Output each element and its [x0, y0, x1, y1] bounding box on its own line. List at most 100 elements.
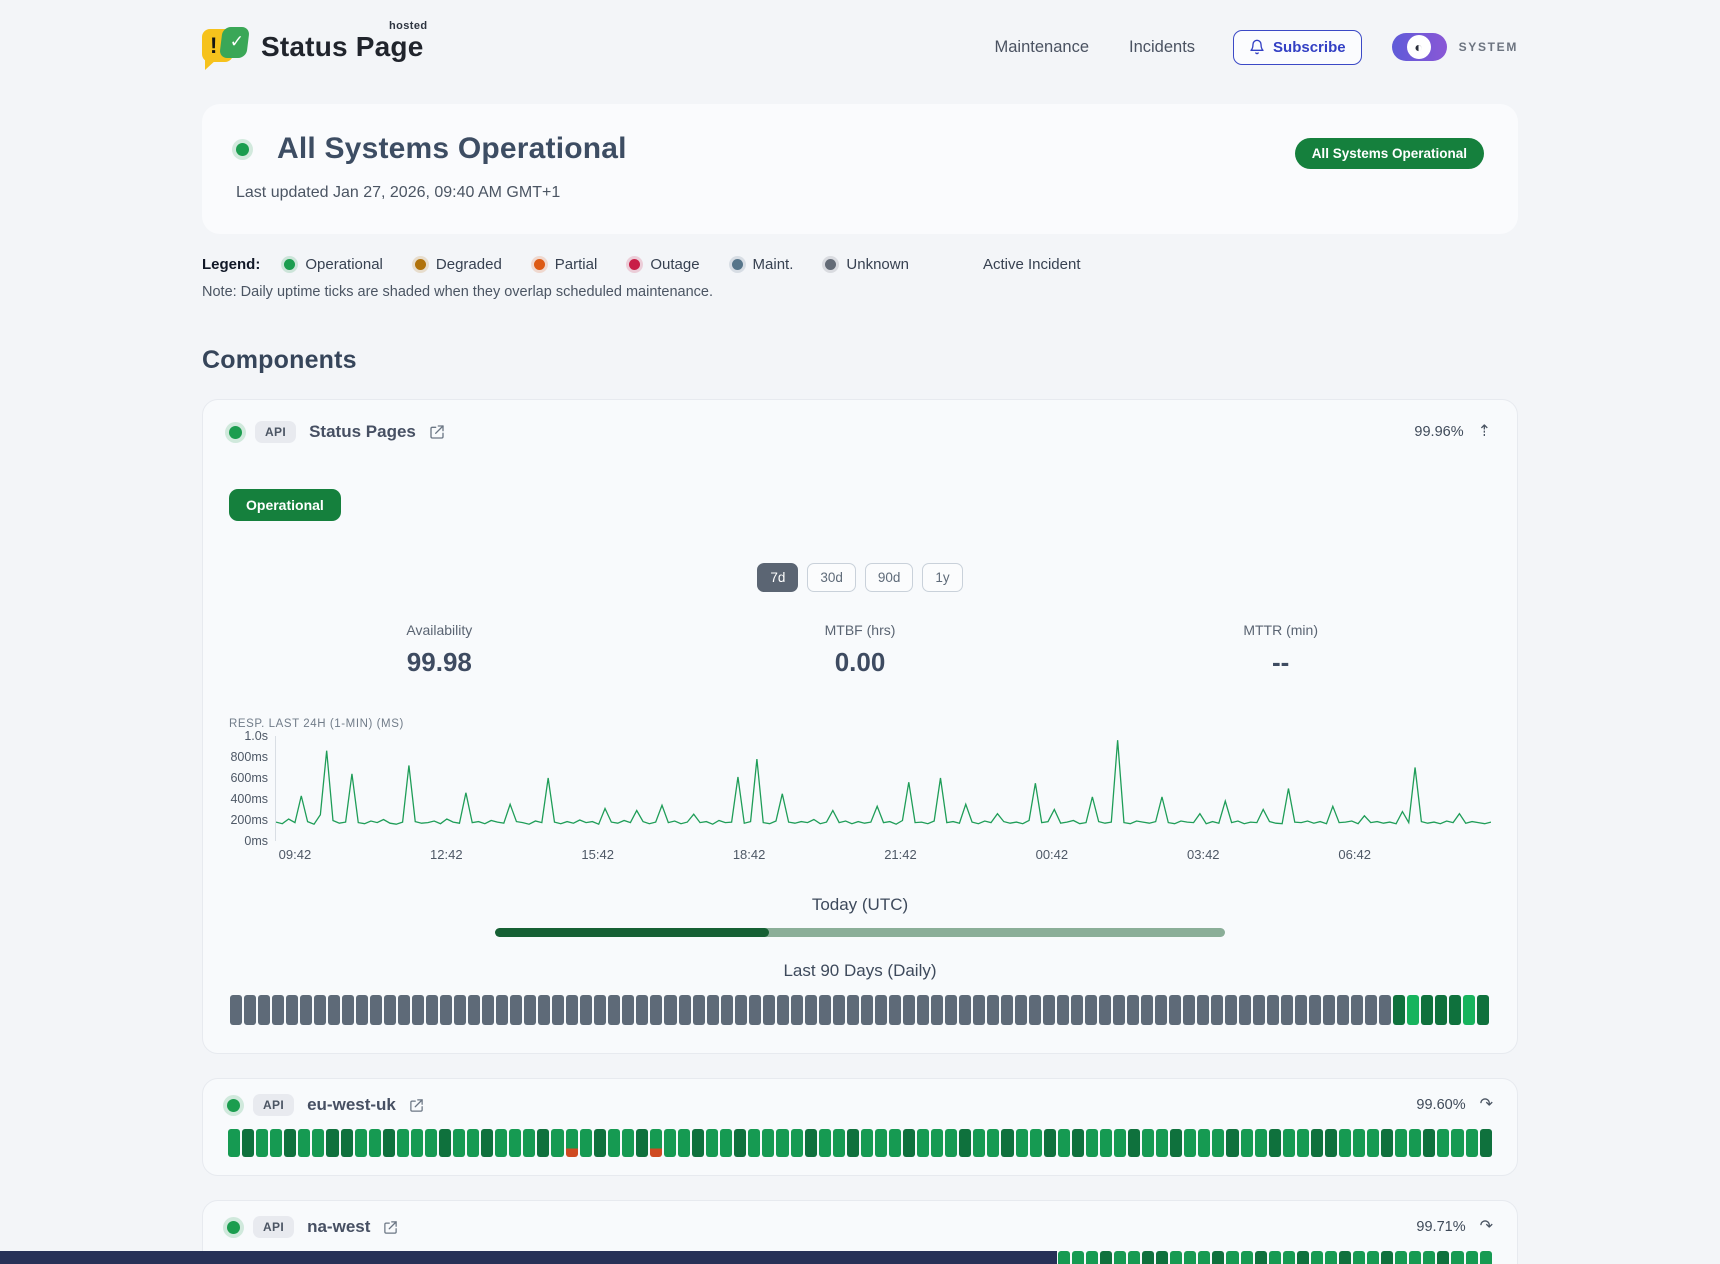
uptime-tick[interactable]: [1407, 995, 1420, 1025]
uptime-tick[interactable]: [256, 1129, 269, 1157]
uptime-tick[interactable]: [1296, 1129, 1309, 1157]
uptime-tick[interactable]: [1085, 1251, 1098, 1264]
uptime-tick[interactable]: [1381, 1129, 1394, 1157]
uptime-tick[interactable]: [314, 995, 327, 1025]
uptime-tick[interactable]: [664, 995, 677, 1025]
uptime-tick[interactable]: [776, 995, 789, 1025]
uptime-tick[interactable]: [734, 1129, 747, 1157]
uptime-tick[interactable]: [720, 995, 733, 1025]
uptime-tick[interactable]: [1381, 1251, 1394, 1264]
uptime-tick[interactable]: [481, 1129, 494, 1157]
uptime-tick[interactable]: [635, 1129, 648, 1157]
uptime-tick[interactable]: [1155, 995, 1168, 1025]
uptime-tick[interactable]: [1268, 1129, 1281, 1157]
uptime-tick[interactable]: [1028, 995, 1041, 1025]
uptime-tick[interactable]: [382, 1129, 395, 1157]
uptime-tick[interactable]: [270, 1129, 283, 1157]
uptime-tick[interactable]: [1240, 1129, 1253, 1157]
uptime-tick[interactable]: [453, 1129, 466, 1157]
uptime-tick[interactable]: [412, 995, 425, 1025]
external-link-icon[interactable]: [383, 1220, 398, 1235]
range-button-1y[interactable]: 1y: [922, 563, 963, 592]
uptime-tick[interactable]: [902, 995, 915, 1025]
uptime-tick[interactable]: [888, 995, 901, 1025]
uptime-tick[interactable]: [1156, 1129, 1169, 1157]
uptime-tick[interactable]: [370, 995, 383, 1025]
uptime-tick[interactable]: [692, 995, 705, 1025]
uptime-tick[interactable]: [608, 995, 621, 1025]
uptime-tick[interactable]: [1197, 995, 1210, 1025]
uptime-tick[interactable]: [860, 995, 873, 1025]
uptime-tick[interactable]: [1084, 995, 1097, 1025]
uptime-tick[interactable]: [258, 995, 271, 1025]
uptime-tick[interactable]: [1379, 995, 1392, 1025]
uptime-tick[interactable]: [874, 995, 887, 1025]
uptime-tick[interactable]: [1184, 1129, 1197, 1157]
theme-toggle[interactable]: ◐: [1391, 33, 1447, 61]
uptime-tick[interactable]: [1226, 1129, 1239, 1157]
uptime-tick[interactable]: [482, 995, 495, 1025]
uptime-tick[interactable]: [678, 1129, 691, 1157]
uptime-tick[interactable]: [272, 995, 285, 1025]
uptime-tick[interactable]: [720, 1129, 733, 1157]
uptime-tick[interactable]: [636, 995, 649, 1025]
range-button-7d[interactable]: 7d: [757, 563, 799, 592]
uptime-tick[interactable]: [706, 1129, 719, 1157]
uptime-tick[interactable]: [1367, 1251, 1380, 1264]
uptime-tick[interactable]: [860, 1129, 873, 1157]
uptime-tick[interactable]: [1239, 995, 1252, 1025]
nav-link-incidents[interactable]: Incidents: [1129, 37, 1196, 56]
uptime-tick[interactable]: [1226, 1251, 1239, 1264]
uptime-tick[interactable]: [1253, 995, 1266, 1025]
uptime-tick[interactable]: [818, 1129, 831, 1157]
uptime-tick[interactable]: [424, 1129, 437, 1157]
uptime-tick[interactable]: [622, 995, 635, 1025]
uptime-tick[interactable]: [509, 1129, 522, 1157]
uptime-tick[interactable]: [986, 995, 999, 1025]
uptime-tick[interactable]: [1367, 1129, 1380, 1157]
uptime-tick[interactable]: [1295, 995, 1308, 1025]
chart-plot-area[interactable]: [275, 736, 1491, 841]
uptime-tick[interactable]: [523, 1129, 536, 1157]
uptime-tick[interactable]: [242, 1129, 255, 1157]
collapse-icon[interactable]: ⇡: [1477, 423, 1491, 440]
uptime-tick[interactable]: [1435, 995, 1448, 1025]
uptime-tick[interactable]: [987, 1129, 1000, 1157]
uptime-tick[interactable]: [1338, 1129, 1351, 1157]
uptime-tick[interactable]: [888, 1129, 901, 1157]
uptime-tick[interactable]: [804, 995, 817, 1025]
range-button-90d[interactable]: 90d: [864, 563, 914, 592]
uptime-tick[interactable]: [1337, 995, 1350, 1025]
uptime-tick[interactable]: [467, 1129, 480, 1157]
uptime-tick[interactable]: [1113, 1251, 1126, 1264]
uptime-tick[interactable]: [1170, 1251, 1183, 1264]
uptime-tick[interactable]: [1056, 995, 1069, 1025]
uptime-tick[interactable]: [973, 1129, 986, 1157]
uptime-tick[interactable]: [410, 1129, 423, 1157]
uptime-tick[interactable]: [1323, 995, 1336, 1025]
expand-icon[interactable]: ↷: [1479, 1096, 1493, 1113]
uptime-tick[interactable]: [1353, 1129, 1366, 1157]
uptime-tick[interactable]: [1353, 1251, 1366, 1264]
uptime-tick[interactable]: [1098, 995, 1111, 1025]
uptime-tick[interactable]: [340, 1129, 353, 1157]
uptime-tick[interactable]: [1296, 1251, 1309, 1264]
uptime-tick[interactable]: [356, 995, 369, 1025]
uptime-tick[interactable]: [510, 995, 523, 1025]
uptime-tick[interactable]: [804, 1129, 817, 1157]
uptime-tick[interactable]: [846, 995, 859, 1025]
uptime-tick[interactable]: [1184, 1251, 1197, 1264]
uptime-tick[interactable]: [1282, 1129, 1295, 1157]
uptime-tick[interactable]: [1057, 1251, 1070, 1264]
external-link-icon[interactable]: [429, 424, 445, 440]
uptime-tick[interactable]: [354, 1129, 367, 1157]
uptime-tick[interactable]: [1198, 1251, 1211, 1264]
uptime-tick[interactable]: [298, 1129, 311, 1157]
uptime-tick[interactable]: [1128, 1251, 1141, 1264]
uptime-tick[interactable]: [1183, 995, 1196, 1025]
uptime-tick[interactable]: [1421, 995, 1434, 1025]
uptime-tick[interactable]: [1463, 995, 1476, 1025]
uptime-tick[interactable]: [945, 1129, 958, 1157]
uptime-tick[interactable]: [1324, 1129, 1337, 1157]
uptime-tick[interactable]: [244, 995, 257, 1025]
